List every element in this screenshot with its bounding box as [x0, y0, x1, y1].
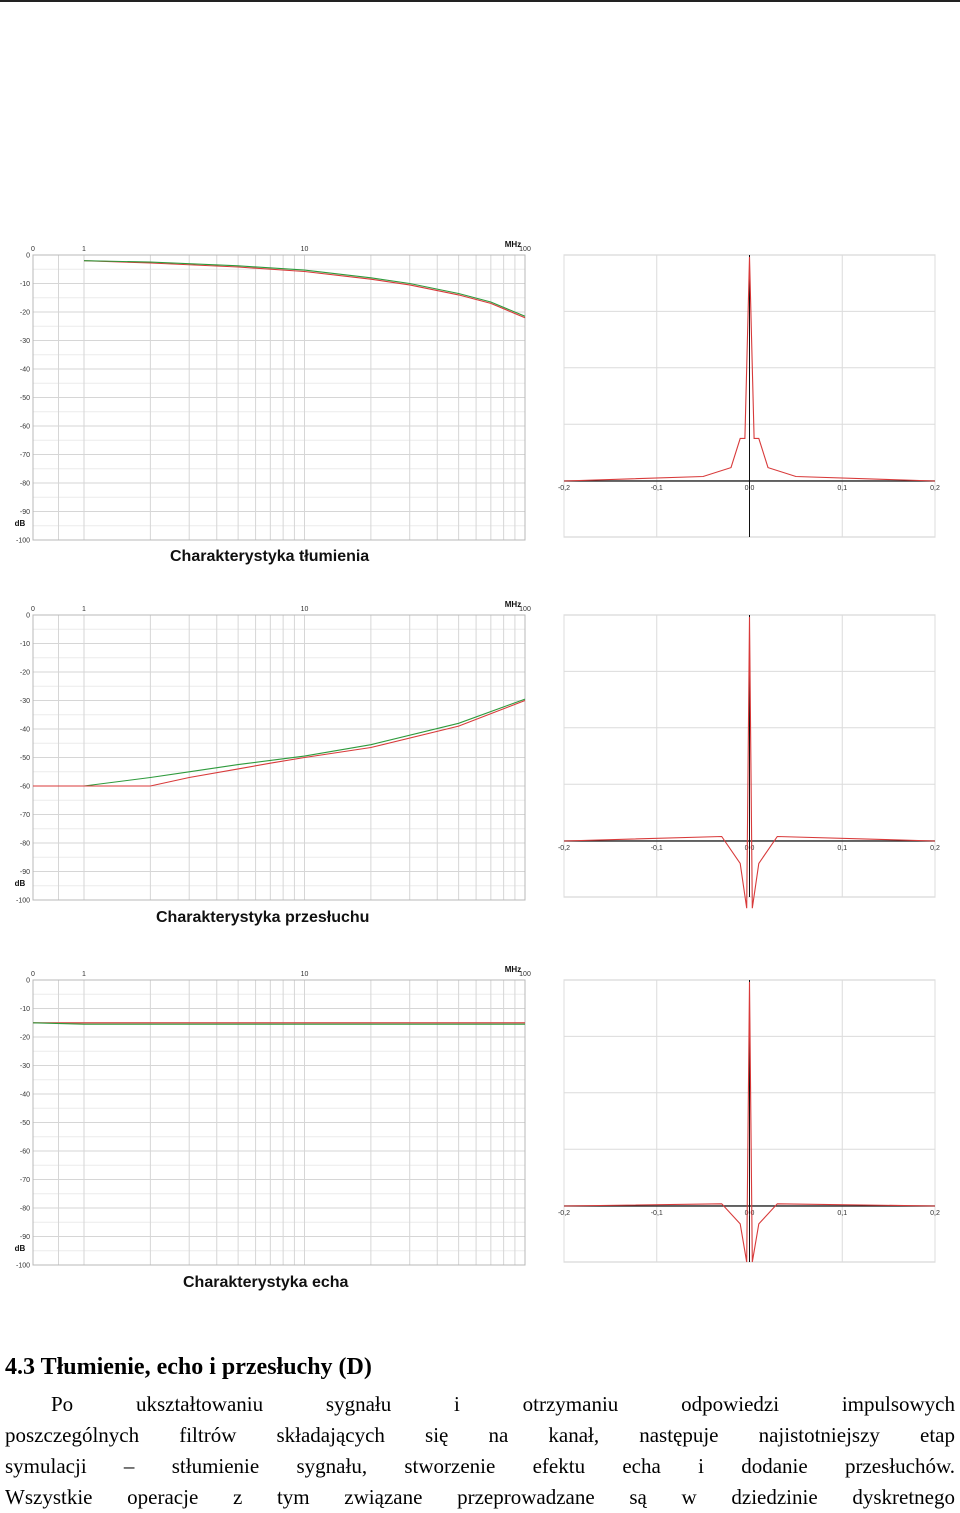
y-tick-label: -100 [16, 538, 30, 545]
x-unit-label: MHz [505, 965, 521, 974]
x-tick-label: -0,2 [558, 1210, 570, 1217]
y-tick-label: -50 [20, 395, 30, 402]
y-tick-label: -70 [20, 812, 30, 819]
y-unit-label: dB [15, 1244, 26, 1253]
y-tick-label: -90 [20, 1234, 30, 1241]
x-tick-label: -0,2 [558, 485, 570, 492]
x-tick-label: 1 [82, 971, 86, 978]
section-paragraph: Po ukształtowaniu sygnału i otrzymaniu o… [5, 1389, 955, 1513]
paragraph-line: Wszystkie operacje z tym związane przepr… [5, 1485, 955, 1509]
attenuation-title: Charakterystyka tłumienia [170, 548, 370, 565]
x-tick-label: 0,2 [930, 845, 940, 852]
x-unit-label: MHz [505, 600, 521, 609]
x-tick-label: 0 [31, 606, 35, 613]
series-line [563, 256, 936, 482]
paragraph-line: Po ukształtowaniu sygnału i otrzymaniu o… [51, 1392, 955, 1416]
y-tick-label: -10 [20, 281, 30, 288]
y-tick-label: -60 [20, 784, 30, 791]
y-tick-label: -40 [20, 1092, 30, 1099]
x-tick-label: 1 [82, 606, 86, 613]
series-line [563, 981, 936, 1263]
y-tick-label: -70 [20, 1177, 30, 1184]
y-tick-label: -80 [20, 481, 30, 488]
y-tick-label: -60 [20, 424, 30, 431]
series-line [83, 260, 526, 319]
x-tick-label: 0,2 [930, 485, 940, 492]
x-tick-label: 10 [301, 246, 309, 253]
y-tick-label: -20 [20, 670, 30, 677]
y-tick-label: -90 [20, 509, 30, 516]
x-tick-label: 1 [82, 246, 86, 253]
y-tick-label: -20 [20, 1035, 30, 1042]
y-tick-label: -80 [20, 841, 30, 848]
x-tick-label: 0 [31, 971, 35, 978]
section-heading: 4.3 Tłumienie, echo i przesłuchy (D) [5, 1354, 372, 1380]
y-tick-label: -80 [20, 1206, 30, 1213]
y-tick-label: -90 [20, 869, 30, 876]
plot-frame [32, 254, 526, 541]
x-unit-label: MHz [505, 240, 521, 249]
x-tick-label: 100 [519, 606, 531, 613]
y-tick-label: -70 [20, 452, 30, 459]
y-tick-label: -30 [20, 338, 30, 345]
x-tick-label: 0,1 [837, 1210, 847, 1217]
x-tick-label: -0,2 [558, 845, 570, 852]
y-tick-label: -50 [20, 1120, 30, 1127]
y-tick-label: -10 [20, 641, 30, 648]
y-tick-label: -40 [20, 367, 30, 374]
y-tick-label: -100 [16, 898, 30, 905]
y-tick-label: -50 [20, 755, 30, 762]
series-line [83, 260, 526, 317]
x-tick-label: 0,0 [745, 1210, 755, 1217]
y-unit-label: dB [15, 519, 26, 528]
x-tick-label: 0,1 [837, 845, 847, 852]
echo-title: Charakterystyka echa [183, 1274, 349, 1291]
x-tick-label: -0,1 [651, 485, 663, 492]
x-tick-label: 0,2 [930, 1210, 940, 1217]
x-tick-label: 0,0 [745, 845, 755, 852]
y-tick-label: -60 [20, 1149, 30, 1156]
series-line [33, 699, 526, 787]
x-tick-label: 10 [301, 971, 309, 978]
y-tick-label: 0 [26, 978, 30, 985]
y-tick-label: -100 [16, 1263, 30, 1270]
y-tick-label: -40 [20, 727, 30, 734]
plot-frame [32, 614, 526, 901]
top-rule [0, 0, 960, 2]
y-tick-label: -30 [20, 1063, 30, 1070]
y-tick-label: -20 [20, 310, 30, 317]
x-tick-label: 100 [519, 246, 531, 253]
paragraph-line: poszczególnych filtrów składających się … [5, 1423, 955, 1447]
y-unit-label: dB [15, 879, 26, 888]
crosstalk-title: Charakterystyka przesłuchu [156, 909, 370, 926]
paragraph-line: symulacji – stłumienie sygnału, stworzen… [5, 1454, 955, 1478]
series-line [33, 698, 526, 787]
x-tick-label: 0,0 [745, 485, 755, 492]
y-tick-label: -10 [20, 1006, 30, 1013]
x-tick-label: -0,1 [651, 845, 663, 852]
y-tick-label: 0 [26, 253, 30, 260]
y-tick-label: -30 [20, 698, 30, 705]
series-line [563, 616, 936, 909]
x-tick-label: 0,1 [837, 485, 847, 492]
series-line [32, 1022, 525, 1025]
x-tick-label: -0,1 [651, 1210, 663, 1217]
x-tick-label: 10 [301, 606, 309, 613]
y-tick-label: 0 [26, 613, 30, 620]
plot-frame [32, 979, 526, 1266]
x-tick-label: 0 [31, 246, 35, 253]
x-tick-label: 100 [519, 971, 531, 978]
